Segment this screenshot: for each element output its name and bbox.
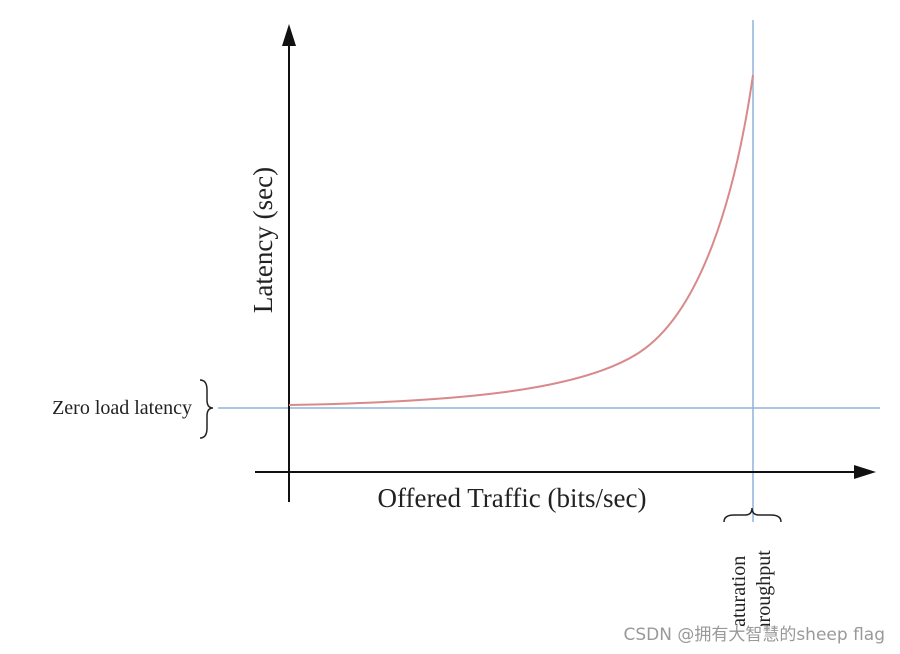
watermark: CSDN @拥有大智慧的sheep flag [623,625,885,645]
throughput-text: throughput [753,550,775,638]
x-axis-arrow [854,465,876,479]
saturation-label: Saturation throughput [728,550,775,638]
y-axis-label: Latency (sec) [248,167,278,313]
zero-load-label: Zero load latency [52,397,192,419]
y-axis-arrow [282,24,296,46]
saturation-text: Saturation [728,556,750,638]
x-axis-label: Offered Traffic (bits/sec) [378,483,647,513]
saturation-brace [723,507,782,523]
zero-load-brace [199,379,214,439]
latency-curve [288,74,754,406]
